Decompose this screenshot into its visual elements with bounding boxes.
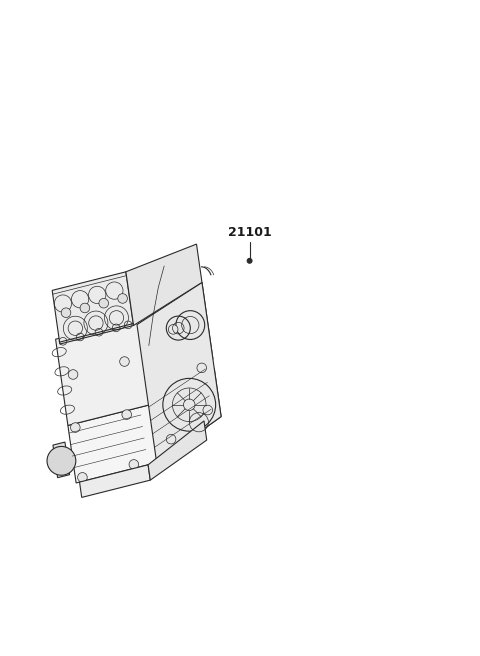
Circle shape (78, 472, 87, 482)
Circle shape (68, 370, 78, 379)
Circle shape (99, 298, 108, 308)
Circle shape (80, 303, 90, 313)
Circle shape (122, 410, 132, 419)
Polygon shape (137, 283, 221, 462)
Circle shape (168, 325, 178, 334)
Polygon shape (68, 369, 221, 483)
Circle shape (120, 357, 129, 366)
Circle shape (129, 460, 139, 469)
Circle shape (47, 447, 76, 475)
Circle shape (166, 434, 176, 444)
Circle shape (118, 294, 127, 303)
Text: 21101: 21101 (228, 226, 272, 239)
Circle shape (203, 405, 213, 415)
Circle shape (197, 363, 206, 373)
Polygon shape (52, 272, 133, 344)
Circle shape (71, 422, 80, 432)
Circle shape (247, 258, 252, 263)
Polygon shape (126, 244, 202, 325)
Polygon shape (148, 421, 207, 480)
Polygon shape (56, 283, 213, 426)
Polygon shape (80, 465, 150, 497)
Polygon shape (53, 442, 70, 478)
Circle shape (61, 308, 71, 318)
